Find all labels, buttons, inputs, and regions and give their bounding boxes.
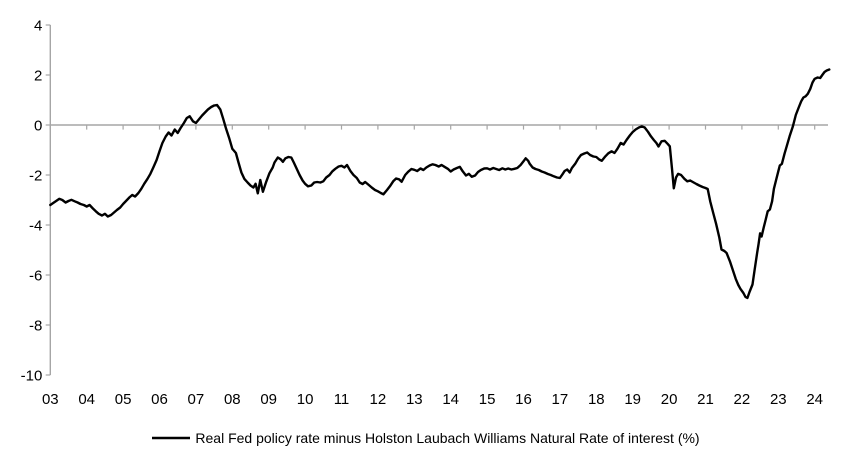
x-tick-label: 21 xyxy=(697,391,714,408)
legend: Real Fed policy rate minus Holston Lauba… xyxy=(0,430,852,446)
y-tick-label: -10 xyxy=(21,368,43,385)
x-tick-label: 11 xyxy=(334,391,350,408)
chart-area: 03 04 05 06 07 08 09 10 11 12 13 14 15 16 17 18 19 20 21 22… xyxy=(21,18,831,408)
x-tick-label: 24 xyxy=(806,391,823,408)
x-tick-label: 08 xyxy=(224,391,241,408)
x-tick-label: 18 xyxy=(588,391,605,408)
line-chart: 03 04 05 06 07 08 09 10 11 12 13 14 15 16 17 18 19 20 21 22… xyxy=(21,18,831,408)
y-tick-label: -8 xyxy=(29,318,42,335)
x-tick-label: 07 xyxy=(188,391,205,408)
y-tick-label: -2 xyxy=(29,168,42,185)
x-tick-label: 20 xyxy=(661,391,678,408)
y-tick-label: -4 xyxy=(29,218,42,235)
x-tick-label: 03 xyxy=(42,391,59,408)
y-tick-label: 0 xyxy=(34,118,42,135)
x-tick-label: 10 xyxy=(297,391,314,408)
legend-label: Real Fed policy rate minus Holston Lauba… xyxy=(195,430,700,446)
data-line xyxy=(49,68,831,300)
x-tick-label: 05 xyxy=(115,391,132,408)
y-tick-label: 4 xyxy=(34,18,42,35)
legend-line-sample xyxy=(152,436,191,440)
x-tick-label: 04 xyxy=(78,391,95,408)
y-tick-label: 2 xyxy=(34,68,42,85)
y-tick-label: -6 xyxy=(29,268,42,285)
x-tick-label: 19 xyxy=(624,391,641,408)
x-tick-label: 06 xyxy=(151,391,168,408)
x-tick-label: 14 xyxy=(442,391,459,408)
x-tick-label: 23 xyxy=(770,391,787,408)
x-tick-label: 22 xyxy=(734,391,751,408)
x-tick-label: 12 xyxy=(370,391,387,408)
x-tick-label: 09 xyxy=(260,391,277,408)
x-tick-label: 13 xyxy=(406,391,423,408)
x-tick-label: 15 xyxy=(479,391,496,408)
x-tick-label: 17 xyxy=(552,391,569,408)
x-tick-label: 16 xyxy=(515,391,532,408)
